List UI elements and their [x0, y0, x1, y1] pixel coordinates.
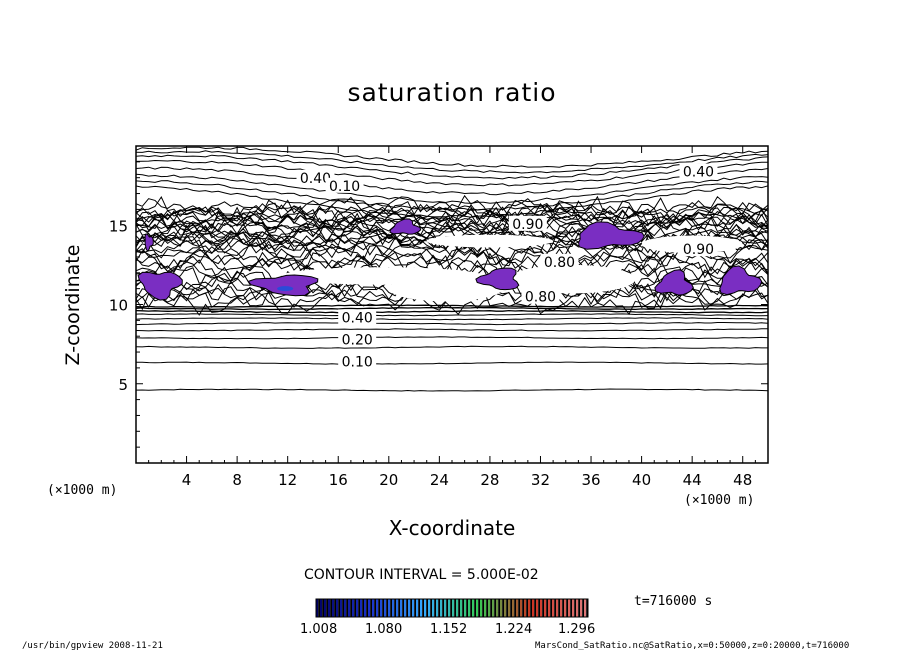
x-tick-label-5: 24 — [430, 471, 449, 489]
colorbar — [315, 598, 589, 618]
footer-source: MarsCond_SatRatio.nc@SatRatio,x=0:50000,… — [535, 641, 850, 651]
colorbar-tick-4: 1.296 — [558, 622, 596, 637]
contour-label-9: 0.10 — [342, 355, 373, 371]
x-tick-label-10: 44 — [683, 471, 702, 489]
supersat-region-0 — [389, 218, 422, 235]
chart-title: saturation ratio — [347, 78, 557, 107]
supersat-region-2 — [144, 233, 154, 252]
contour-lines — [136, 146, 768, 392]
contour-label-2: 0.10 — [329, 179, 360, 195]
contour-label-8: 0.20 — [342, 333, 373, 349]
y-tick-label-2: 15 — [109, 217, 128, 235]
contour-label-6: 0.80 — [525, 290, 556, 306]
colorbar-tick-3: 1.224 — [495, 622, 533, 637]
contour-interval: CONTOUR INTERVAL = 5.000E-02 — [304, 567, 539, 583]
x-tick-label-11: 48 — [733, 471, 752, 489]
contour-label-5: 0.80 — [544, 255, 575, 271]
x-axis-label: X-coordinate — [388, 516, 516, 540]
z-unit-label: (×1000 m) — [47, 483, 118, 498]
colorbar-tick-2: 1.152 — [430, 622, 468, 637]
supersat-region-5 — [475, 267, 520, 291]
contour-labels: 0.400.400.100.900.900.800.800.400.200.10 — [296, 163, 718, 371]
y-axis-ticks: 5 10 15 — [109, 161, 768, 448]
x-tick-label-7: 32 — [531, 471, 550, 489]
supersat-region-6 — [654, 269, 694, 296]
x-tick-label-6: 28 — [480, 471, 499, 489]
contour-label-0: 0.40 — [683, 165, 714, 181]
footer-program: /usr/bin/gpview 2008-11-21 — [22, 641, 163, 651]
x-tick-label-0: 4 — [182, 471, 192, 489]
supersat-core — [277, 286, 294, 292]
x-tick-label-1: 8 — [232, 471, 242, 489]
x-tick-label-9: 40 — [632, 471, 651, 489]
y-tick-label-0: 5 — [118, 376, 128, 394]
contour-label-1: 0.40 — [300, 171, 331, 187]
colorbar-frame — [315, 598, 589, 618]
contour-label-4: 0.90 — [683, 242, 714, 258]
x-tick-label-2: 12 — [278, 471, 297, 489]
x-tick-label-4: 20 — [379, 471, 398, 489]
supersat-region-3 — [137, 271, 183, 301]
y-tick-label-1: 10 — [109, 297, 128, 315]
supersat-region-7 — [719, 265, 763, 296]
y-axis-label: Z-coordinate — [62, 244, 84, 366]
x-unit-label: (×1000 m) — [684, 493, 755, 508]
supersaturation-fills — [137, 218, 763, 301]
x-axis-ticks: 4 8 12 16 20 24 28 32 36 40 44 48 — [148, 146, 756, 489]
x-tick-label-3: 16 — [329, 471, 348, 489]
contour-label-7: 0.40 — [342, 310, 373, 326]
contour-label-3: 0.90 — [512, 217, 543, 233]
colorbar-tick-1: 1.080 — [365, 622, 403, 637]
x-tick-label-8: 36 — [581, 471, 600, 489]
colorbar-tick-0: 1.008 — [300, 622, 338, 637]
supersat-region-1 — [578, 221, 645, 250]
supersat-region-4 — [247, 274, 319, 297]
time-label: t=716000 s — [634, 594, 713, 609]
